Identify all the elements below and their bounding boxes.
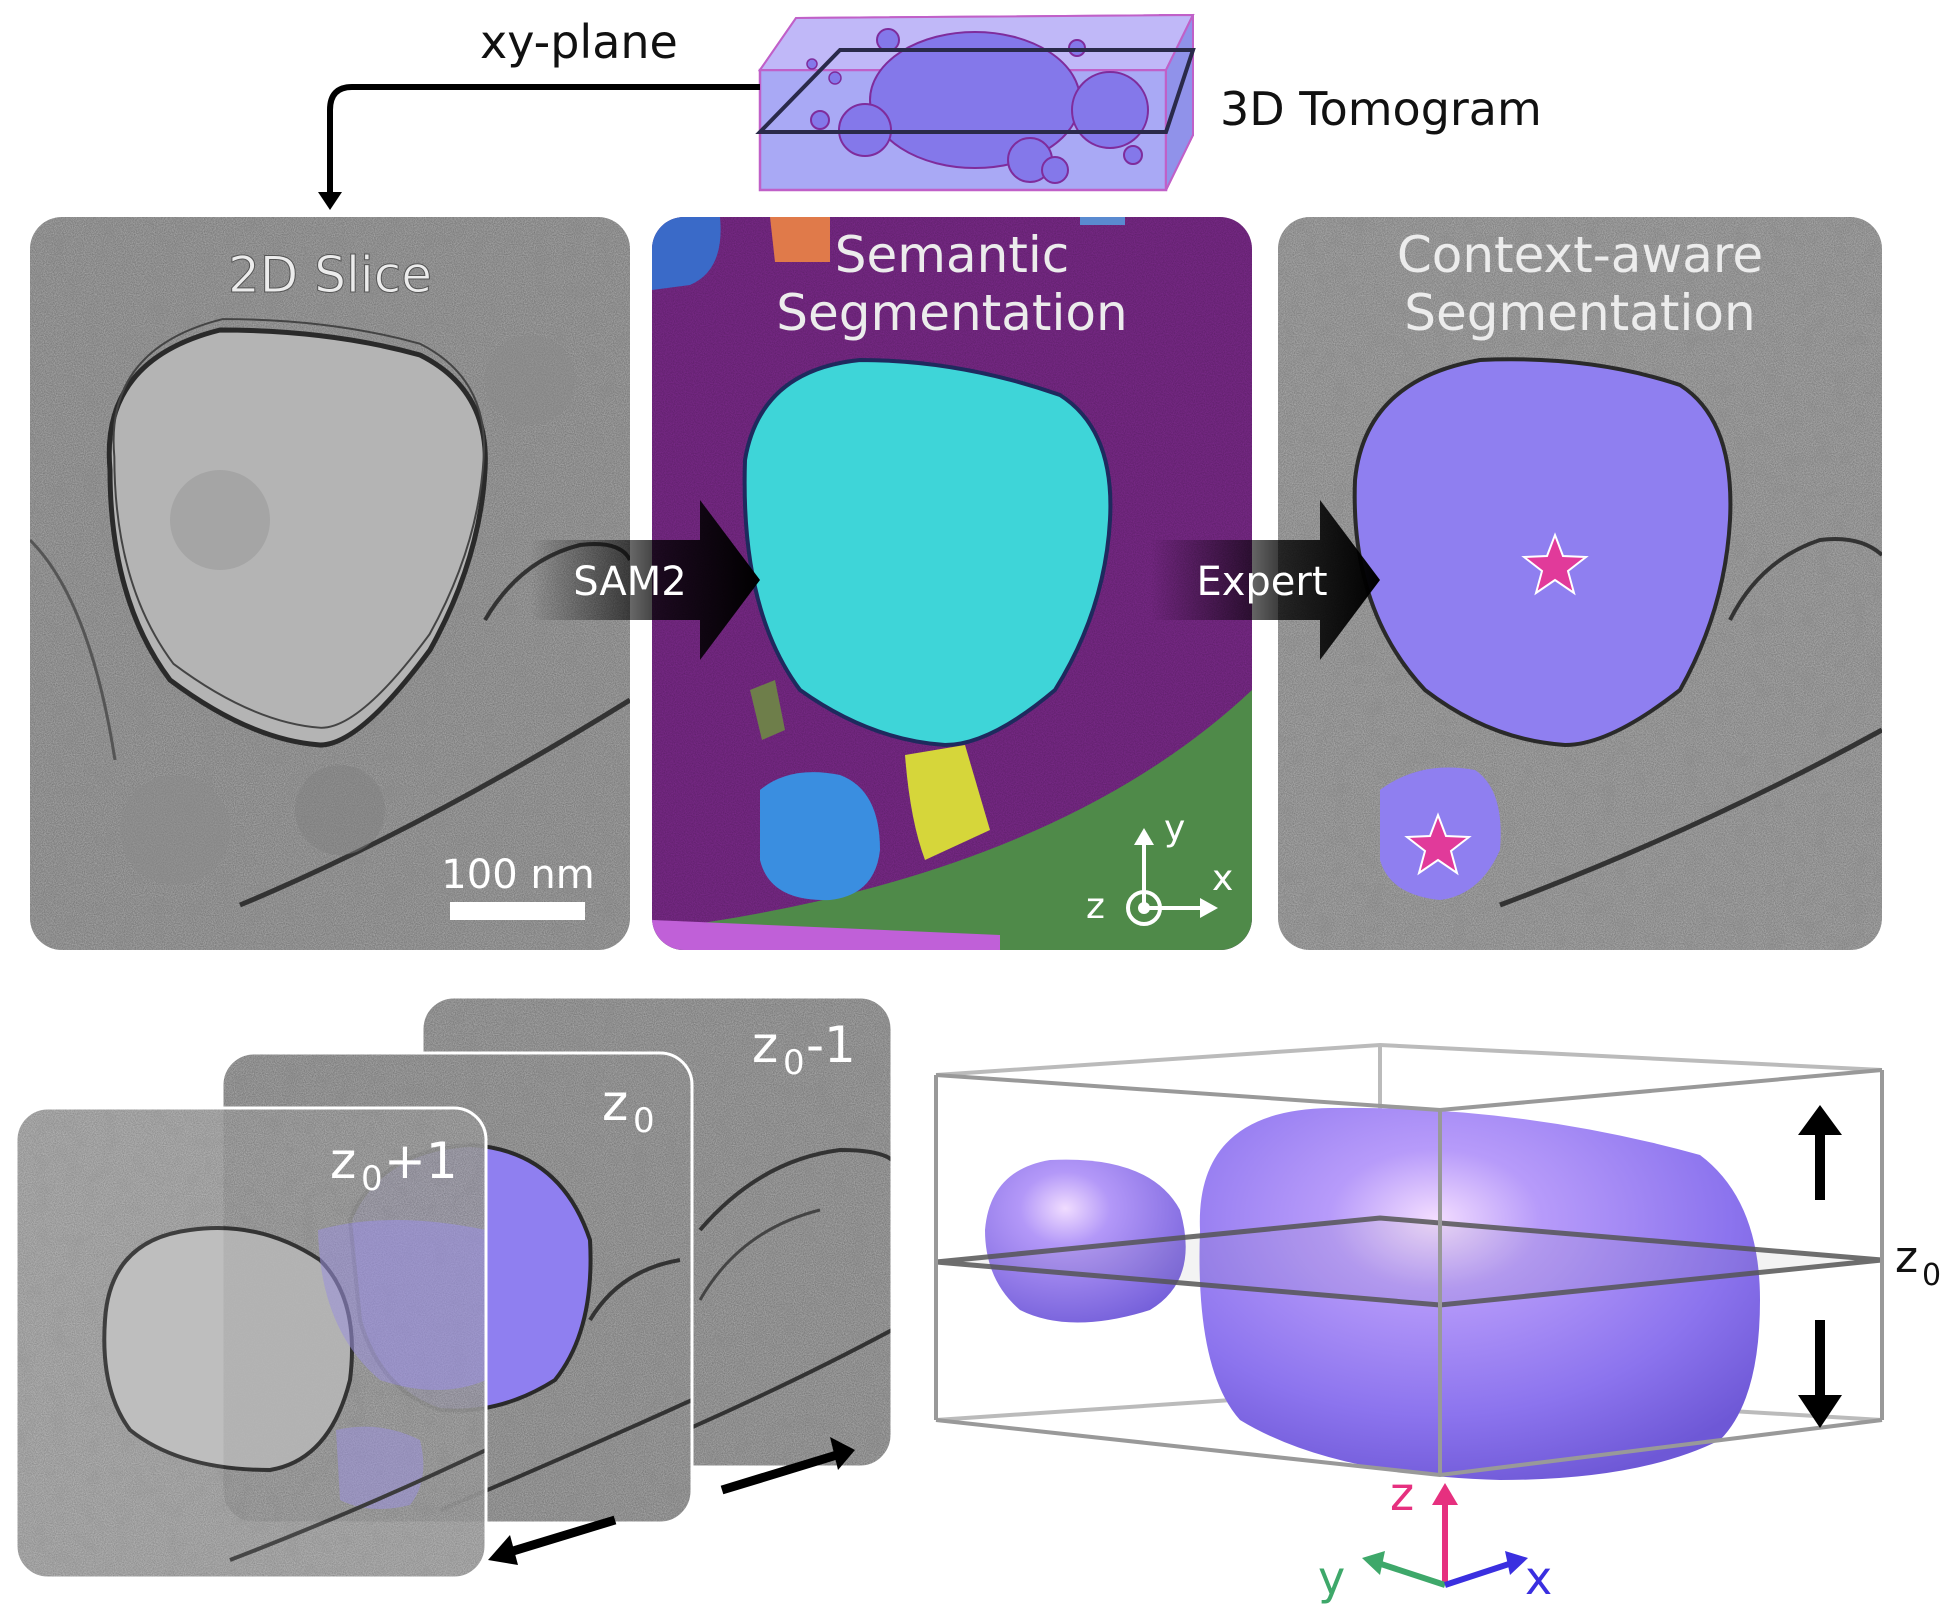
propagate-backward-arrow [720, 1449, 842, 1495]
sam2-arrow [530, 500, 760, 660]
volume-plane-label: z [1895, 1232, 1918, 1283]
stack-front-suffix: +1 [384, 1132, 458, 1190]
axes-3d [1362, 1483, 1528, 1588]
xy-plane-label: xy-plane [480, 15, 678, 69]
axis-3d-y: y [1318, 1551, 1345, 1604]
volume-box [934, 1042, 1884, 1480]
xy-plane-arrow [327, 84, 760, 200]
star-icon [1404, 812, 1472, 876]
axis-2d-x: x [1212, 858, 1233, 899]
slice-front [16, 1108, 486, 1578]
stack-back-sub: 0 [783, 1043, 805, 1083]
stack-middle-sub: 0 [633, 1101, 655, 1141]
semantic-title-line2: Segmentation [776, 284, 1127, 342]
tomogram-label: 3D Tomogram [1220, 82, 1542, 136]
volume-plane-sub: 0 [1922, 1258, 1941, 1293]
stack-back-suffix: -1 [806, 1016, 856, 1074]
slice-title: 2D Slice [228, 246, 432, 304]
stack-middle-label: z [602, 1074, 628, 1132]
sam2-label: SAM2 [573, 559, 686, 605]
context-panel [1278, 217, 1882, 950]
tomogram-icon [755, 13, 1196, 192]
expert-arrow [1150, 500, 1380, 660]
stack-front-sub: 0 [361, 1159, 383, 1199]
star-icon [1521, 532, 1589, 596]
semantic-title-line1: Semantic [835, 226, 1070, 284]
expert-label: Expert [1196, 559, 1327, 605]
propagate-forward-arrow [498, 1515, 617, 1560]
axis-2d-y: y [1164, 808, 1185, 849]
axis-3d-x: x [1525, 1551, 1552, 1604]
large-segment-blob [1199, 1107, 1760, 1480]
stack-front-label: z [330, 1132, 356, 1190]
axis-3d-z: z [1390, 1467, 1414, 1521]
context-title-line1: Context-aware [1397, 226, 1763, 284]
axes-2d [1126, 828, 1218, 926]
context-title-line2: Segmentation [1404, 284, 1755, 342]
axis-2d-z: z [1086, 886, 1105, 927]
scale-bar-label: 100 nm [441, 852, 594, 898]
xy-plane-arrowhead [318, 192, 342, 210]
small-segment-blob [985, 1159, 1186, 1323]
scale-bar [450, 902, 585, 920]
stack-back-label: z [752, 1016, 778, 1074]
